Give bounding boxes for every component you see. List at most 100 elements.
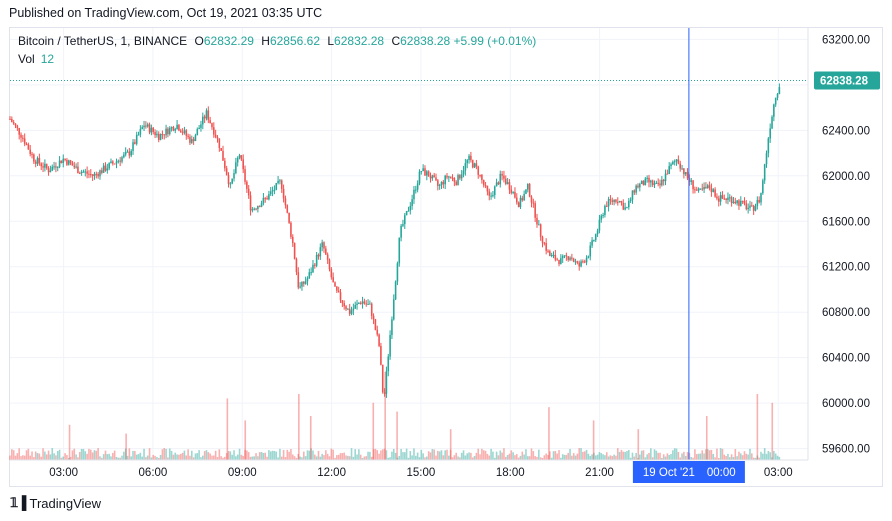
- volume-bar: [446, 449, 448, 460]
- volume-bar: [352, 456, 355, 460]
- volume-bar: [302, 451, 305, 460]
- candle-body: [459, 175, 461, 179]
- candle-body: [128, 151, 131, 156]
- candle-body: [662, 179, 665, 182]
- volume-bar: [372, 449, 375, 460]
- volume-bar: [681, 453, 683, 460]
- candle-body: [591, 240, 593, 246]
- volume-bar: [598, 452, 601, 460]
- candle-body: [156, 133, 158, 136]
- volume-bar: [701, 450, 704, 460]
- volume-bar: [194, 453, 197, 460]
- candle-body: [53, 166, 55, 168]
- volume-bars: [9, 372, 781, 460]
- candle-body: [596, 230, 599, 235]
- volume-bar: [574, 455, 577, 460]
- candle-body: [778, 87, 781, 94]
- volume-bar: [635, 452, 637, 460]
- volume-bar: [545, 453, 547, 460]
- candle-body: [304, 281, 307, 284]
- volume-bar: [677, 451, 680, 460]
- volume-bar: [181, 452, 184, 460]
- candle-body: [34, 161, 37, 164]
- candle-body: [391, 319, 393, 336]
- volume-bar: [381, 449, 384, 460]
- candle-body: [277, 180, 279, 184]
- candle-body: [354, 305, 357, 309]
- candle-body: [444, 175, 446, 185]
- candle-body: [605, 205, 608, 207]
- volume-bar: [402, 452, 404, 460]
- volume-bar: [549, 451, 551, 460]
- volume-bar: [51, 448, 54, 460]
- volume-label: Vol: [18, 52, 35, 66]
- candle-body: [66, 159, 68, 165]
- volume-bar: [189, 455, 191, 460]
- volume-bar: [657, 452, 659, 460]
- candle-body: [695, 189, 698, 191]
- candle-body: [673, 161, 676, 163]
- candle-body: [213, 127, 215, 135]
- candle-body: [492, 195, 494, 197]
- y-tick-label: 62000.00: [822, 171, 870, 183]
- candle-body: [650, 180, 652, 183]
- candle-body: [589, 245, 592, 257]
- volume-bar: [358, 449, 360, 460]
- candle-body: [168, 128, 171, 135]
- volume-legend: Vol 12: [18, 52, 54, 66]
- volume-bar: [572, 453, 575, 460]
- volume-bar: [468, 452, 470, 460]
- candle-body: [613, 199, 615, 202]
- volume-bar: [257, 456, 259, 460]
- candle-body: [73, 165, 76, 168]
- close-label: C: [391, 34, 401, 48]
- candle-body: [319, 247, 322, 257]
- candle-body: [701, 188, 704, 190]
- volume-bar: [157, 457, 160, 460]
- candle-body: [356, 303, 358, 306]
- candle-body: [174, 129, 177, 131]
- candle-body: [93, 173, 96, 176]
- candle-body: [661, 179, 663, 186]
- close-value: 62838.28: [400, 34, 451, 48]
- y-axis: 63200.0062800.0062400.0062000.0061600.00…: [807, 28, 880, 460]
- candle-body: [446, 175, 448, 178]
- candle-body: [558, 259, 560, 265]
- volume-bar: [479, 454, 481, 460]
- candle-body: [716, 196, 718, 199]
- tradingview-brand[interactable]: 𝟙▐ TradingView: [10, 495, 101, 511]
- candle-body: [216, 137, 219, 139]
- candle-body: [618, 200, 621, 202]
- candle-body: [712, 189, 715, 192]
- volume-bar: [38, 453, 41, 460]
- volume-bar: [448, 455, 450, 460]
- volume-bar: [426, 456, 428, 460]
- volume-bar: [771, 402, 774, 460]
- candle-body: [462, 170, 465, 175]
- volume-bar: [624, 451, 626, 460]
- candle-body: [198, 127, 200, 130]
- volume-bar: [684, 455, 687, 460]
- candle-body: [229, 183, 232, 185]
- volume-bar: [561, 454, 564, 460]
- x-axis: 03:00 06:00 09:00 12:00 15:00 18:00 21:00 03:00…: [10, 459, 808, 483]
- candle-body: [411, 199, 413, 206]
- volume-bar: [459, 457, 461, 460]
- volume-bar: [506, 454, 509, 460]
- volume-bar: [642, 450, 645, 460]
- candle-body: [567, 256, 570, 260]
- volume-bar: [438, 451, 441, 460]
- volume-bar: [220, 456, 222, 460]
- candle-body: [521, 197, 524, 201]
- volume-bar: [734, 449, 737, 460]
- candle-body: [776, 93, 779, 98]
- candle-body: [246, 181, 248, 189]
- volume-bar: [670, 454, 672, 460]
- volume-bar: [607, 456, 610, 460]
- candle-body: [152, 127, 155, 132]
- volume-bar: [765, 453, 768, 460]
- volume-bar: [609, 455, 612, 460]
- candle-body: [20, 134, 22, 138]
- change-value: +5.99 (+0.01%): [453, 34, 537, 48]
